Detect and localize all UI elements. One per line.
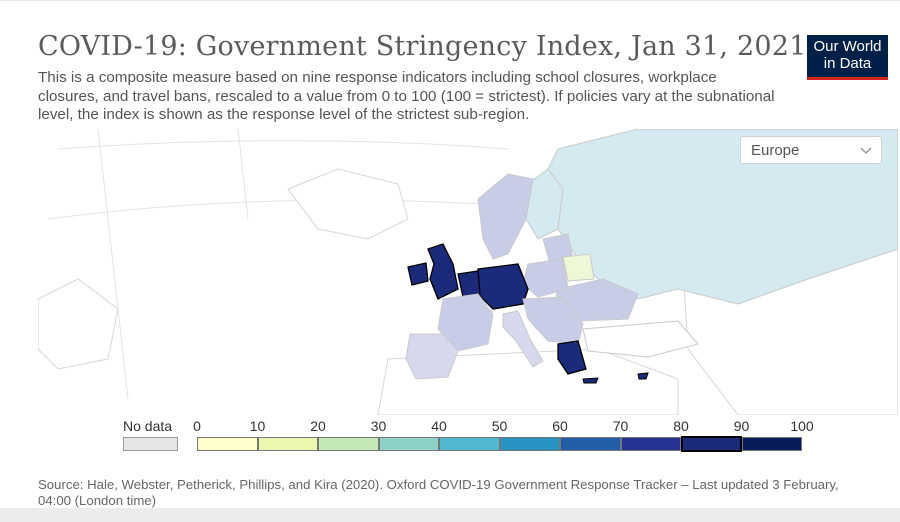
owid-logo[interactable]: Our World in Data [807, 35, 888, 80]
chart-frame: COVID-19: Government Stringency Index, J… [0, 0, 900, 508]
legend-bin[interactable] [499, 437, 560, 451]
country-united-kingdom[interactable] [427, 243, 459, 300]
europe-map[interactable] [38, 129, 898, 415]
americas-shape [38, 278, 119, 370]
country-scandinavia[interactable] [477, 173, 534, 260]
country-belarus[interactable] [562, 253, 595, 282]
legend-bin[interactable] [439, 437, 500, 451]
country-ireland[interactable] [407, 262, 429, 286]
chevron-down-icon [860, 147, 872, 155]
legend-tick-label: 30 [370, 418, 387, 434]
country-poland[interactable] [522, 258, 569, 298]
legend-tick-label: 20 [310, 418, 326, 434]
legend-nodata-label: No data [123, 418, 173, 434]
country-turkey[interactable] [582, 320, 699, 358]
legend-bin[interactable] [741, 437, 802, 451]
legend-tick-label: 50 [491, 418, 508, 434]
legend-bin[interactable] [257, 437, 318, 451]
legend-bin[interactable] [620, 437, 681, 451]
country-iberia[interactable] [405, 333, 459, 380]
country-italy[interactable] [502, 310, 544, 368]
chart-title: COVID-19: Government Stringency Index, J… [38, 31, 807, 62]
legend-tick-label: 80 [673, 418, 689, 434]
country-benelux[interactable] [457, 270, 481, 298]
legend-nodata-swatch[interactable] [123, 437, 178, 451]
graticule-line [237, 129, 249, 220]
graticule-line [57, 140, 509, 150]
logo-line-2: in Data [823, 55, 872, 72]
country-germany[interactable] [477, 263, 529, 310]
legend-bin[interactable] [318, 437, 379, 451]
island-cyprus[interactable] [637, 372, 649, 380]
island-crete[interactable] [582, 377, 599, 384]
color-legend: No data 0 10 20 30 40 50 60 70 80 90 100 [120, 415, 820, 455]
source-note: Source: Hale, Webster, Petherick, Philli… [38, 477, 839, 508]
bottom-strip [0, 508, 900, 522]
legend-bin[interactable] [378, 437, 439, 451]
graticule-line [97, 129, 129, 400]
legend-tick-label: 10 [249, 418, 266, 434]
legend-tick-label: 60 [552, 418, 568, 434]
legend-bin[interactable] [197, 437, 258, 451]
chart-subtitle: This is a composite measure based on nin… [38, 69, 775, 123]
country-france[interactable] [437, 293, 494, 352]
legend-tick-label: 100 [790, 418, 814, 434]
map-svg [38, 129, 898, 415]
greenland-shape [287, 168, 409, 240]
country-greece[interactable] [557, 340, 587, 375]
logo-accent-bar [807, 77, 888, 80]
region-select-value: Europe [751, 142, 800, 159]
legend-bin[interactable] [560, 437, 621, 451]
logo-line-1: Our World [813, 38, 882, 55]
region-select[interactable]: Europe [740, 136, 882, 164]
legend-tick-label: 0 [193, 418, 201, 434]
legend-tick-label: 40 [431, 418, 447, 434]
legend-bin[interactable] [681, 436, 742, 452]
legend-tick-label: 90 [733, 418, 750, 434]
legend-tick-label: 70 [612, 418, 629, 434]
